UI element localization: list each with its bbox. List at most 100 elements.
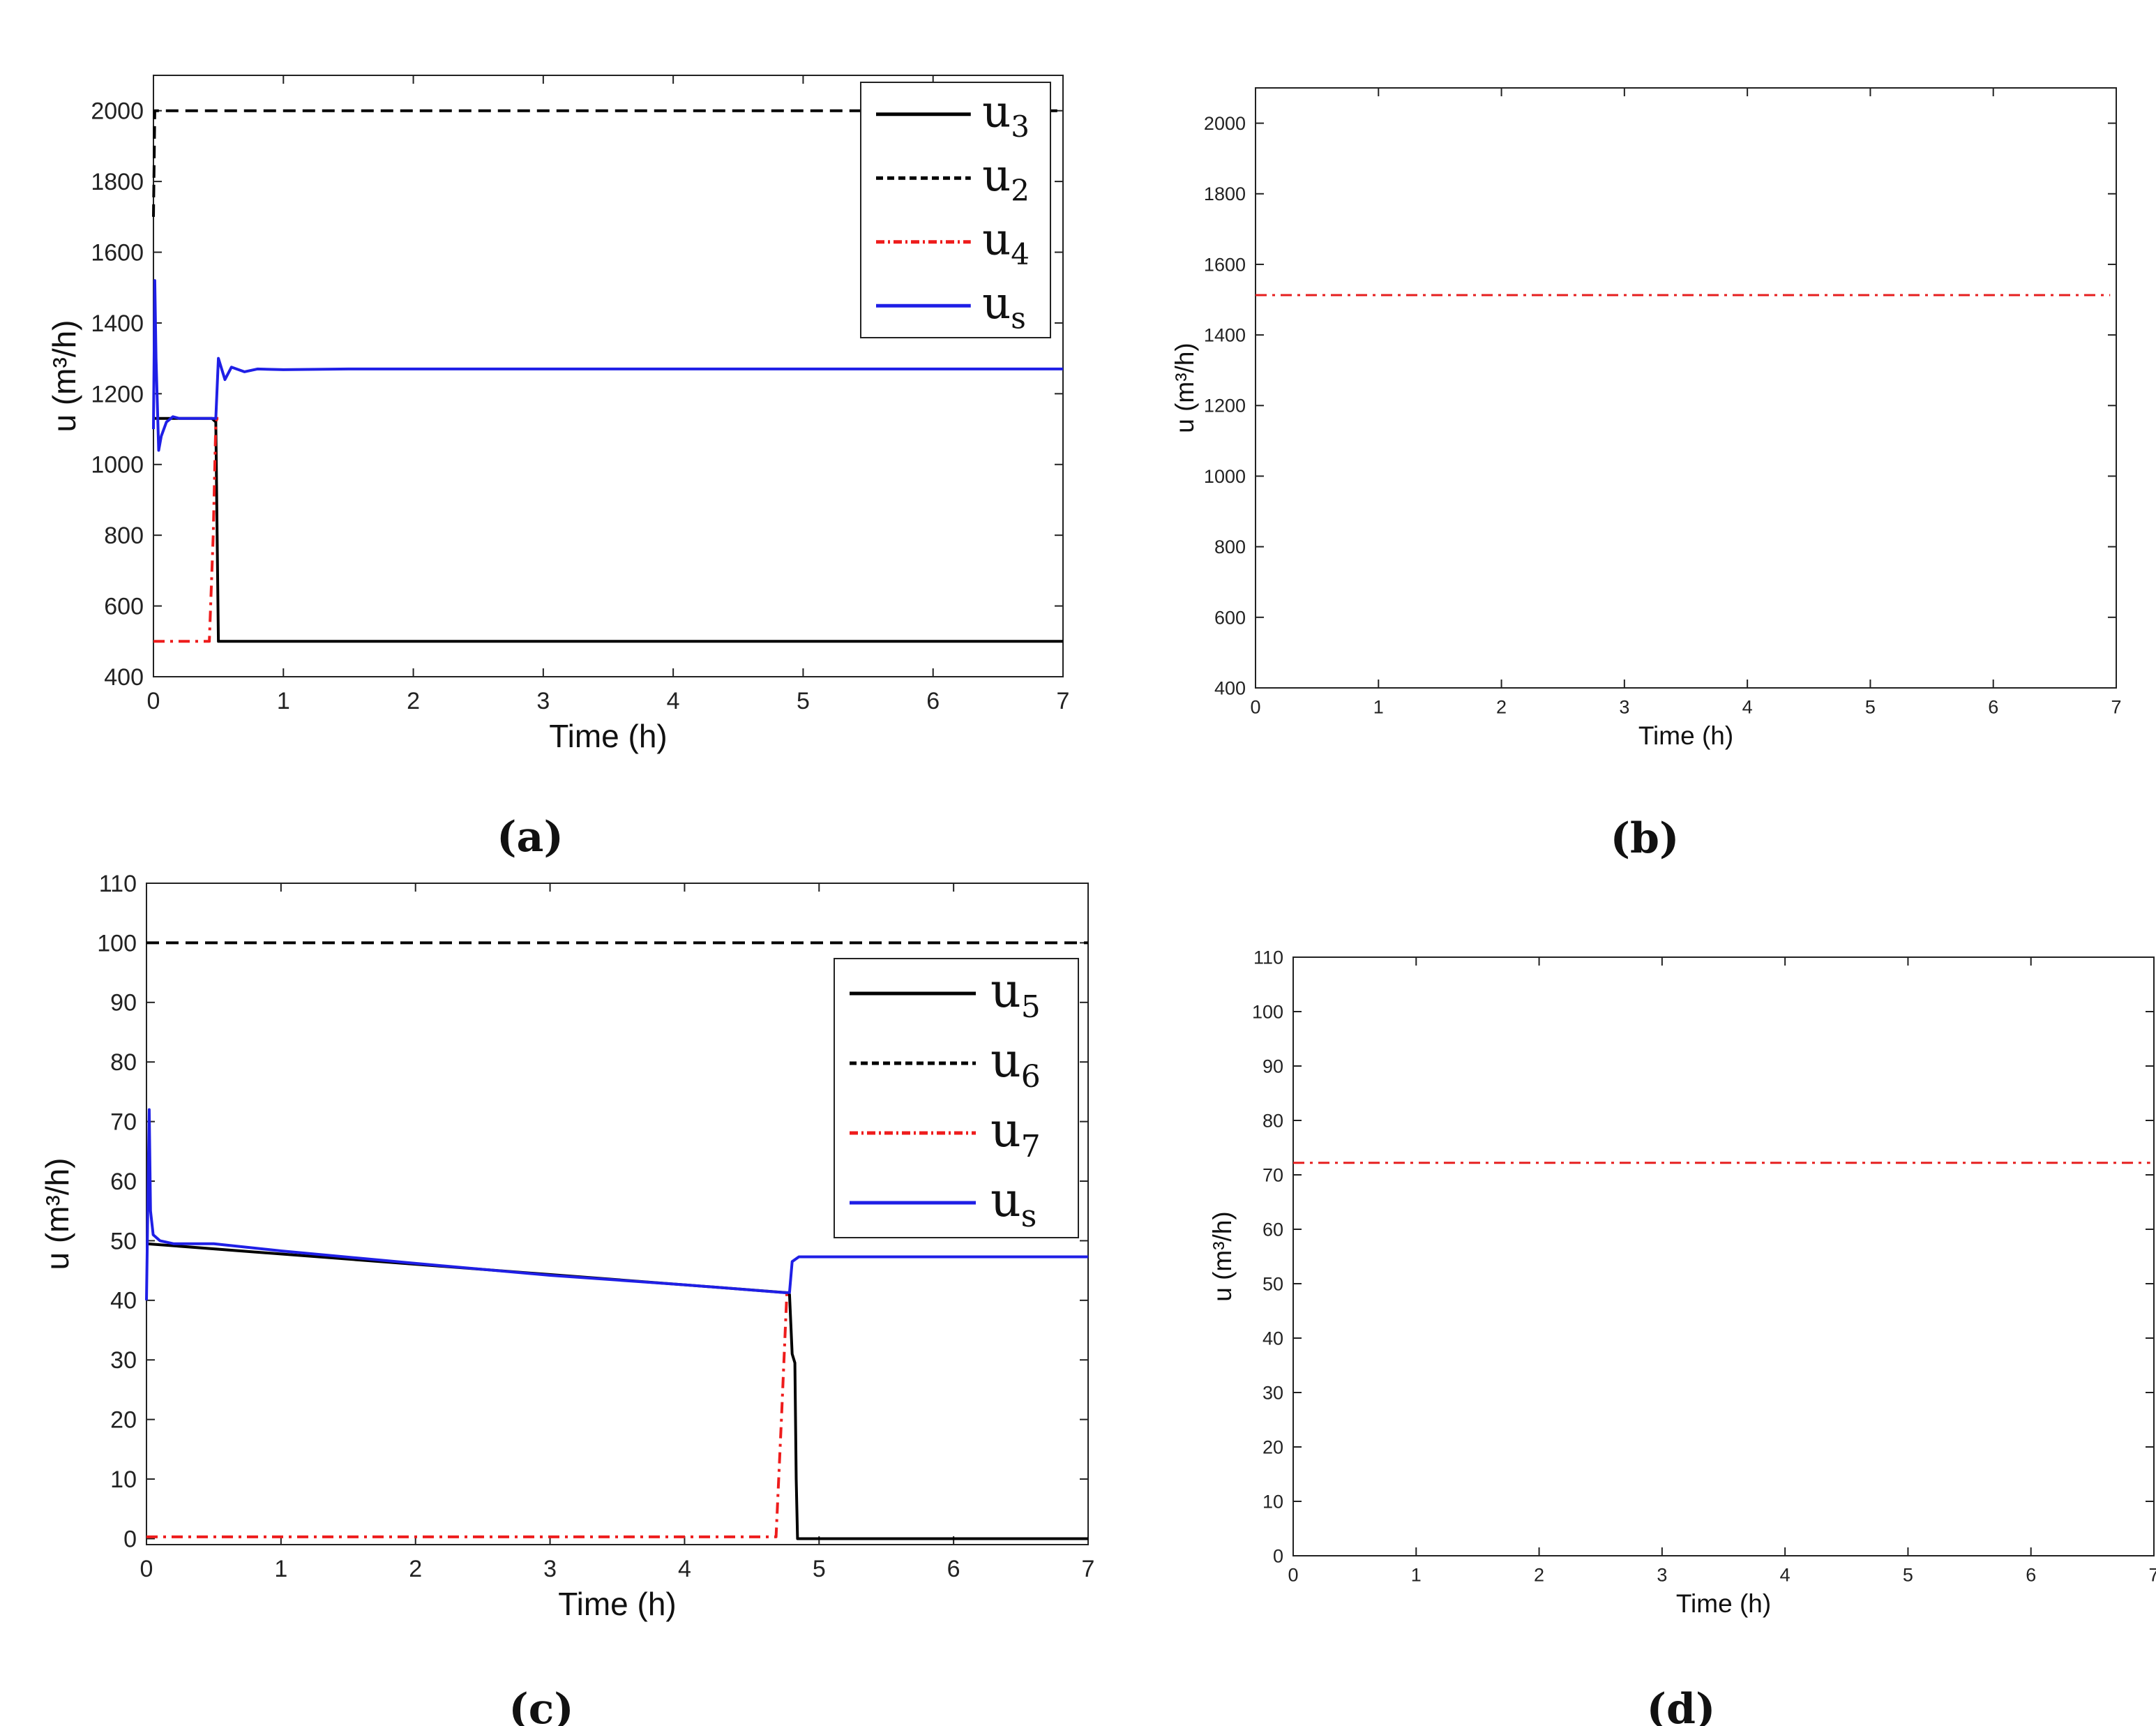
y-axis-label: u (m³/h) (46, 320, 82, 433)
x-tick-label: 6 (2026, 1564, 2036, 1585)
y-tick-label: 70 (110, 1109, 137, 1136)
legend-label-base: u (990, 963, 1021, 1019)
y-tick-label: 40 (110, 1288, 137, 1314)
legend-label-base: u (982, 150, 1011, 202)
legend-box (860, 82, 1051, 338)
series-line-u4 (153, 417, 219, 643)
panel-caption: (a) (497, 813, 564, 862)
x-tick-label: 6 (1988, 696, 1998, 717)
x-tick-label: 4 (1780, 1564, 1791, 1585)
series-line-u7 (146, 1293, 790, 1538)
y-tick-label: 400 (1214, 677, 1246, 698)
y-tick-label: 1400 (91, 310, 144, 337)
y-tick-label: 1000 (1204, 466, 1246, 487)
panel-caption: (c) (508, 1685, 573, 1726)
legend-label-base: u (990, 1173, 1021, 1228)
x-axis-label: Time (h) (549, 718, 668, 754)
panel-caption: (d) (1647, 1685, 1716, 1726)
y-axis-label: u (m³/h) (1170, 343, 1199, 433)
legend-label-u3: u3 (982, 87, 1030, 144)
y-tick-label: 2000 (1204, 113, 1246, 134)
legend-label-u7: u7 (990, 1103, 1041, 1164)
x-tick-label: 0 (1288, 1564, 1298, 1585)
y-tick-label: 20 (110, 1407, 137, 1434)
legend-label-base: u (982, 87, 1011, 138)
legend-label-u5: u5 (990, 963, 1041, 1025)
legend-label-subscript: 6 (1021, 1059, 1041, 1095)
x-tick-label: 1 (274, 1556, 287, 1582)
y-tick-label: 1600 (91, 239, 144, 266)
x-tick-label: 0 (147, 688, 160, 714)
legend-label-subscript: 7 (1021, 1129, 1041, 1164)
legend-label-base: u (990, 1033, 1021, 1088)
x-tick-label: 7 (1082, 1556, 1095, 1582)
legend-label-subscript: 2 (1011, 173, 1030, 207)
y-tick-label: 1800 (1204, 183, 1246, 204)
plot-area (1292, 956, 2155, 1556)
x-tick-label: 5 (797, 688, 810, 714)
y-tick-label: 600 (104, 593, 144, 620)
y-tick-label: 100 (1252, 1001, 1283, 1022)
y-tick-label: 90 (110, 990, 137, 1016)
y-tick-label: 800 (104, 523, 144, 549)
chart-panel-b: 0 1 2 3 4 5 6 7 400 600 800 1000 1200 1400 1600 1800 200… (1170, 87, 2122, 863)
y-tick-label: 50 (1262, 1273, 1283, 1294)
x-tick-label: 6 (926, 688, 940, 714)
legend-label-subscript: 3 (1011, 110, 1030, 144)
legend-box (834, 958, 1079, 1238)
x-tick-label: 5 (1903, 1564, 1913, 1585)
legend-label-us: us (990, 1173, 1036, 1234)
legend-label-subscript: s (1021, 1199, 1037, 1234)
x-axis-label: Time (h) (1638, 721, 1733, 750)
y-tick-label: 10 (1262, 1491, 1283, 1512)
x-tick-label: 2 (407, 688, 420, 714)
series-line-u2 (152, 109, 1063, 217)
legend-label-u2: u2 (982, 150, 1030, 207)
x-tick-label: 2 (409, 1556, 422, 1582)
y-tick-label: 50 (110, 1228, 137, 1254)
legend-label-base: u (982, 278, 1011, 329)
x-tick-label: 4 (667, 688, 680, 714)
y-tick-label: 0 (1273, 1545, 1283, 1566)
legend-label-u4: u4 (982, 214, 1030, 271)
y-tick-label: 110 (1253, 947, 1283, 968)
x-tick-label: 5 (1865, 696, 1876, 717)
x-tick-label: 1 (277, 688, 290, 714)
x-tick-label: 3 (543, 1556, 557, 1582)
x-tick-label: 4 (1742, 696, 1753, 717)
x-axis-label: Time (h) (558, 1586, 677, 1622)
y-axis-label: u (m³/h) (1208, 1211, 1237, 1302)
legend-label-us: us (982, 278, 1026, 335)
x-tick-label: 2 (1534, 1564, 1544, 1585)
x-axis-label: Time (h) (1676, 1589, 1771, 1618)
x-tick-label: 1 (1411, 1564, 1422, 1585)
series-line-us (145, 1108, 1088, 1300)
legend-label-subscript: 5 (1021, 989, 1041, 1025)
y-tick-label: 80 (1262, 1110, 1283, 1131)
y-tick-label: 600 (1214, 607, 1246, 628)
y-tick-label: 70 (1262, 1164, 1283, 1185)
y-tick-label: 80 (110, 1049, 137, 1076)
y-tick-label: 60 (1262, 1219, 1283, 1240)
legend-label-base: u (982, 214, 1011, 266)
y-tick-label: 20 (1262, 1436, 1283, 1457)
y-tick-label: 1600 (1204, 254, 1246, 275)
x-tick-label: 3 (1657, 1564, 1667, 1585)
plot-area (1255, 87, 2117, 689)
x-tick-label: 1 (1373, 696, 1384, 717)
x-tick-label: 0 (140, 1556, 153, 1582)
y-tick-label: 1200 (91, 381, 144, 407)
y-tick-label: 2000 (91, 98, 144, 125)
x-tick-label: 4 (678, 1556, 691, 1582)
y-tick-label: 60 (110, 1169, 137, 1195)
y-tick-label: 90 (1262, 1056, 1283, 1076)
y-tick-label: 1400 (1204, 325, 1246, 346)
x-tick-label: 7 (1057, 688, 1070, 714)
y-tick-label: 1800 (91, 169, 144, 195)
y-tick-label: 0 (123, 1526, 137, 1552)
y-tick-label: 10 (110, 1466, 137, 1493)
x-tick-label: 3 (1619, 696, 1629, 717)
